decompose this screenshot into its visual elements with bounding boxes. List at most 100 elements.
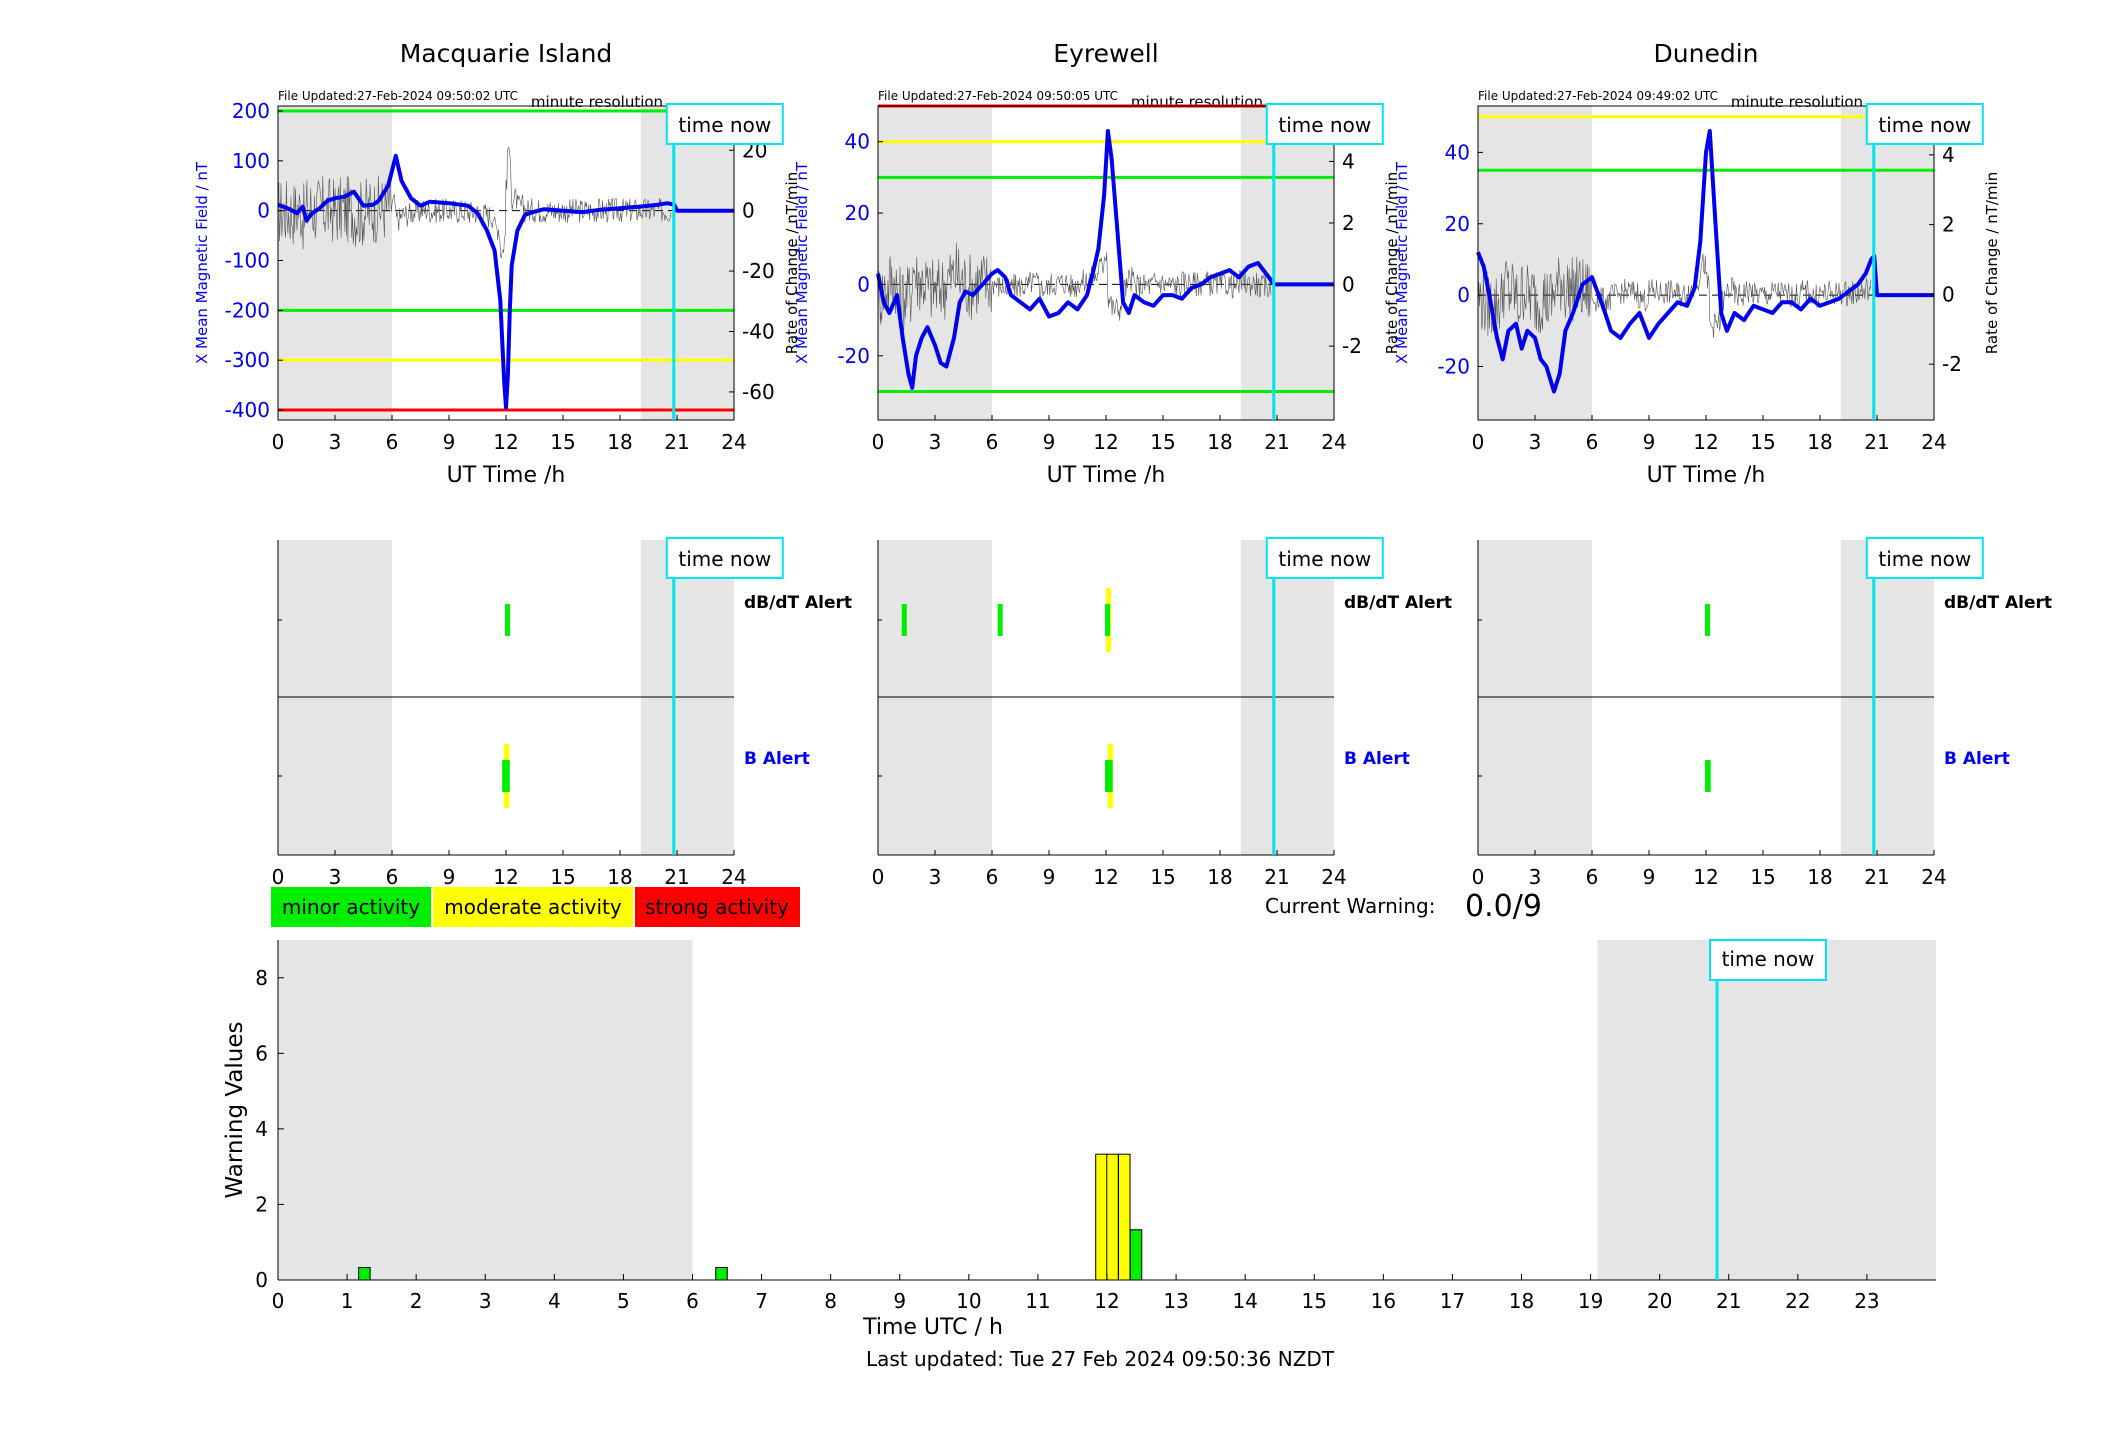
ytick-right-label: -2: [1342, 334, 1362, 358]
station-xtick-label: 9: [1043, 430, 1056, 454]
ytick-right-label: -40: [742, 319, 775, 343]
station-xtick-label: 6: [386, 430, 399, 454]
b-alert-label: B Alert: [744, 749, 810, 769]
y-axis-label: X Mean Magnetic Field / nT: [1393, 161, 1411, 364]
warning-xtick-label: 9: [893, 1289, 906, 1313]
legend-strong-label: strong activity: [645, 895, 789, 919]
warning-ytick-label: 4: [255, 1117, 268, 1141]
legend-minor-swatch: [271, 887, 431, 927]
station-xtick-label: 0: [1472, 430, 1485, 454]
alert-time-now-box: [1865, 537, 1984, 579]
ytick-label: 200: [232, 99, 270, 123]
station-title: Eyrewell: [1053, 39, 1158, 68]
warning-time-now-box: [1709, 939, 1828, 981]
alert-dbdt-bar: [997, 604, 1003, 636]
warning-bar: [1129, 1229, 1143, 1281]
warning-bar: [1118, 1153, 1131, 1281]
station-xtick-label: 12: [1693, 430, 1718, 454]
alert-dbdt-bar: [901, 604, 907, 636]
alert-panel: dB/dT Alert B Alert 0 3 6 9 12 15 18 21 24 time now: [1472, 537, 2052, 889]
last-updated: Last updated: Tue 27 Feb 2024 09:50:36 N…: [866, 1347, 1335, 1371]
ytick-label: 40: [845, 130, 870, 154]
ytick-label: -20: [1437, 354, 1470, 378]
alert-panels: dB/dT Alert B Alert 0 3 6 9 12 15 18 21 24 time now…: [272, 537, 2052, 889]
file-updated: File Updated:27-Feb-2024 09:50:05 UTC: [878, 89, 1118, 103]
alert-xtick-label: 3: [1529, 865, 1542, 889]
alert-xtick-label: 0: [1472, 865, 1485, 889]
ytick-right-label: -60: [742, 380, 775, 404]
legend-moderate-swatch: [433, 887, 633, 927]
ytick-right-label: -20: [742, 259, 775, 283]
ytick-label: 40: [1445, 140, 1470, 164]
ytick-right-label: 0: [742, 199, 755, 223]
station-xtick-label: 15: [1750, 430, 1775, 454]
station-xtick-label: 6: [986, 430, 999, 454]
alert-xtick-label: 3: [929, 865, 942, 889]
ytick-right-label: 2: [1942, 213, 1955, 237]
ytick-label: -300: [225, 348, 270, 372]
warning-xtick-label: 21: [1716, 1289, 1741, 1313]
y-axis-label: X Mean Magnetic Field / nT: [793, 161, 811, 364]
alert-xtick-label: 9: [443, 865, 456, 889]
alert-time-now-text: time now: [1878, 547, 1971, 571]
alert-xtick-label: 12: [1093, 865, 1118, 889]
alert-xtick-label: 12: [1693, 865, 1718, 889]
warning-xtick-label: 12: [1094, 1289, 1119, 1313]
warning-xtick-label: 1: [341, 1289, 354, 1313]
warning-xtick-label: 0: [272, 1289, 285, 1313]
warning-xtick-label: 5: [617, 1289, 630, 1313]
ytick-right-label: 4: [1342, 149, 1355, 173]
warning-xtick-label: 20: [1647, 1289, 1672, 1313]
alert-xtick-label: 6: [386, 865, 399, 889]
station-xtick-label: 9: [1643, 430, 1656, 454]
alert-xtick-label: 15: [1150, 865, 1175, 889]
ytick-right-label: 0: [1342, 273, 1355, 297]
warning-time-now-text: time now: [1722, 947, 1815, 971]
night-shading: [878, 106, 992, 420]
station-xtick-label: 21: [1864, 430, 1889, 454]
warning-xtick-label: 4: [548, 1289, 561, 1313]
current-warning-label: Current Warning:: [1265, 894, 1435, 918]
alert-xtick-label: 21: [664, 865, 689, 889]
ytick-label: 20: [1445, 212, 1470, 236]
station-time-now-box: [1865, 103, 1984, 145]
warning-ytick-label: 0: [255, 1268, 268, 1292]
station-xtick-label: 12: [1093, 430, 1118, 454]
magnetic-field-line: [277, 153, 734, 410]
alert-panel: dB/dT Alert B Alert 0 3 6 9 12 15 18 21 24 time now: [872, 537, 1452, 889]
alert-xtick-label: 6: [986, 865, 999, 889]
rate-of-change-trace: [1477, 253, 1872, 338]
alert-xtick-label: 0: [272, 865, 285, 889]
y-axis-right-label: Rate of Change / nT/min: [1383, 172, 1401, 354]
warning-xtick-label: 16: [1371, 1289, 1396, 1313]
night-shading: [640, 106, 734, 420]
station-xtick-label: 15: [550, 430, 575, 454]
ytick-label: 0: [857, 272, 870, 296]
ytick-label: 100: [232, 149, 270, 173]
warning-xtick-label: 10: [956, 1289, 981, 1313]
night-shading: [278, 940, 693, 1280]
alert-b-bar: [1105, 760, 1113, 792]
alert-xtick-label: 24: [1921, 865, 1946, 889]
alert-xtick-label: 9: [1043, 865, 1056, 889]
warning-y-axis-label: Warning Values: [222, 1021, 248, 1198]
warning-xtick-label: 14: [1232, 1289, 1257, 1313]
y-axis-label: X Mean Magnetic Field / nT: [193, 161, 211, 364]
warning-xtick-label: 8: [824, 1289, 837, 1313]
ytick-right-label: 2: [1342, 211, 1355, 235]
station-xtick-label: 9: [443, 430, 456, 454]
warning-xtick-label: 22: [1785, 1289, 1810, 1313]
warning-ytick-label: 2: [255, 1192, 268, 1216]
station-time-now-text: time now: [1878, 113, 1971, 137]
station-xtick-label: 0: [272, 430, 285, 454]
activity-legend: minor activity moderate activity strong …: [271, 887, 800, 927]
night-shading: [1597, 940, 1936, 1280]
y-axis-right-label: Rate of Change / nT/min: [1983, 172, 2001, 354]
b-alert-label: B Alert: [1944, 749, 2010, 769]
station-xtick-label: 15: [1150, 430, 1175, 454]
warning-xtick-label: 7: [755, 1289, 768, 1313]
station-xtick-label: 3: [929, 430, 942, 454]
alert-dbdt-bar: [505, 604, 511, 636]
ytick-label: -400: [225, 398, 270, 422]
ytick-label: 0: [1457, 283, 1470, 307]
